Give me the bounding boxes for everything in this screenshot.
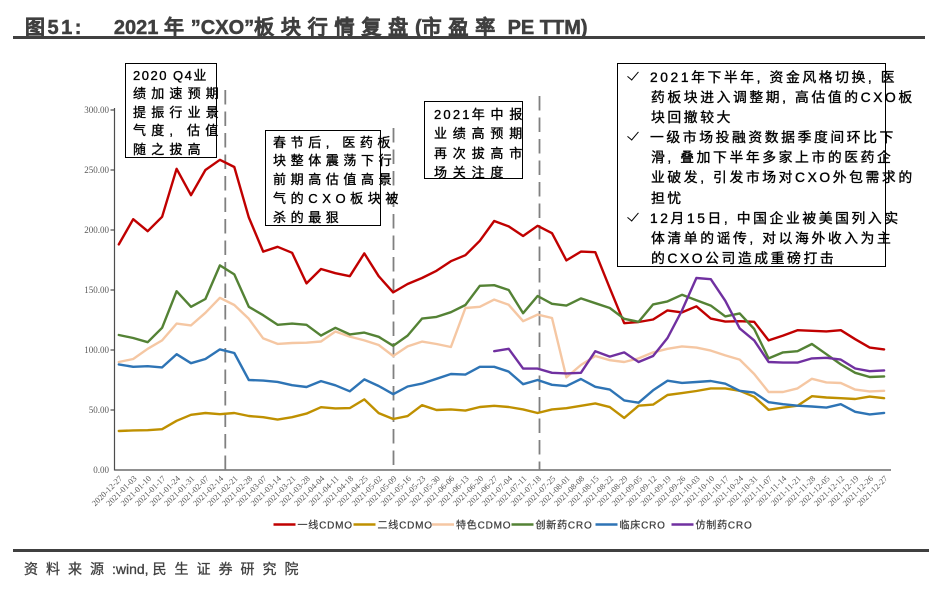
svg-text:250.00: 250.00	[84, 165, 109, 175]
svg-text:二线CDMO: 二线CDMO	[378, 519, 433, 532]
svg-text:200.00: 200.00	[84, 225, 109, 235]
svg-text:一线CDMO: 一线CDMO	[298, 519, 353, 532]
svg-text:50.00: 50.00	[89, 405, 110, 415]
svg-text:创新药CRO: 创新药CRO	[536, 519, 593, 532]
svg-text:临床CRO: 临床CRO	[620, 519, 666, 532]
svg-text:0.00: 0.00	[93, 465, 109, 475]
svg-text:300.00: 300.00	[84, 105, 109, 115]
svg-text:仿制药CRO: 仿制药CRO	[696, 519, 753, 532]
svg-text:特色CDMO: 特色CDMO	[456, 519, 511, 532]
svg-text:150.00: 150.00	[84, 285, 109, 295]
svg-text:100.00: 100.00	[84, 345, 109, 355]
